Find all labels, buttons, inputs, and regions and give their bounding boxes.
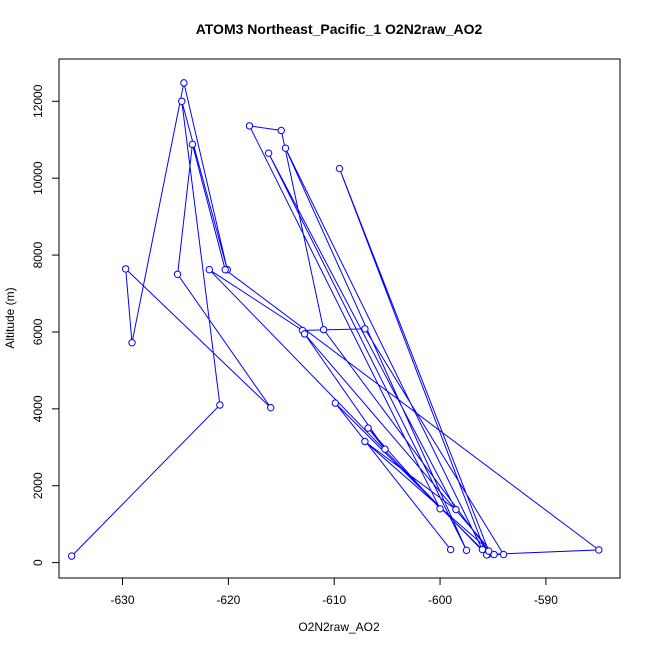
data-point bbox=[245, 122, 254, 130]
data-point bbox=[68, 552, 76, 560]
data-point bbox=[462, 546, 471, 555]
x-tick-label: -590 bbox=[534, 593, 558, 607]
data-point bbox=[452, 505, 460, 514]
y-axis: 0 2000 4000 6000 8000 10000 12000 bbox=[31, 84, 59, 566]
data-point bbox=[361, 325, 369, 333]
series-line bbox=[71, 82, 601, 557]
data-point bbox=[381, 445, 389, 453]
data-point bbox=[361, 437, 369, 446]
data-point bbox=[277, 126, 285, 135]
y-tick-label: 10000 bbox=[31, 161, 45, 195]
data-point bbox=[266, 403, 275, 412]
data-point bbox=[446, 545, 455, 554]
data-point bbox=[436, 505, 444, 513]
data-point bbox=[335, 164, 344, 173]
plot-frame bbox=[58, 58, 621, 579]
y-tick-label: 0 bbox=[31, 559, 45, 566]
x-axis: -630 -620 -610 -600 -590 bbox=[110, 578, 558, 607]
data-point bbox=[478, 545, 487, 554]
series-layer bbox=[68, 79, 603, 560]
y-tick-label: 12000 bbox=[31, 84, 45, 118]
data-point bbox=[173, 270, 182, 278]
data-point bbox=[319, 325, 328, 334]
data-point bbox=[300, 330, 309, 338]
data-point bbox=[499, 550, 508, 559]
data-point bbox=[281, 144, 290, 152]
data-point bbox=[128, 339, 136, 347]
data-point bbox=[264, 149, 273, 157]
data-point bbox=[331, 399, 339, 407]
x-tick-label: -610 bbox=[322, 593, 346, 607]
data-point bbox=[188, 140, 197, 149]
data-point bbox=[121, 265, 130, 273]
y-tick-label: 4000 bbox=[31, 395, 45, 422]
data-point bbox=[221, 265, 229, 274]
data-point bbox=[490, 550, 498, 559]
data-point bbox=[205, 265, 214, 274]
chart-title: ATOM3 Northeast_Pacific_1 O2N2raw_AO2 bbox=[196, 21, 483, 37]
x-tick-label: -630 bbox=[110, 593, 134, 607]
data-point bbox=[216, 401, 224, 409]
data-point bbox=[178, 97, 186, 105]
x-axis-label: O2N2raw_AO2 bbox=[298, 620, 380, 634]
y-axis-label: Altitude (m) bbox=[3, 287, 17, 348]
x-tick-label: -600 bbox=[428, 593, 452, 607]
y-tick-label: 2000 bbox=[31, 472, 45, 499]
y-tick-label: 8000 bbox=[31, 241, 45, 268]
y-tick-label: 6000 bbox=[31, 318, 45, 345]
data-point bbox=[364, 424, 372, 432]
data-point bbox=[180, 79, 188, 87]
x-tick-label: -620 bbox=[216, 593, 240, 607]
data-point bbox=[595, 546, 603, 554]
